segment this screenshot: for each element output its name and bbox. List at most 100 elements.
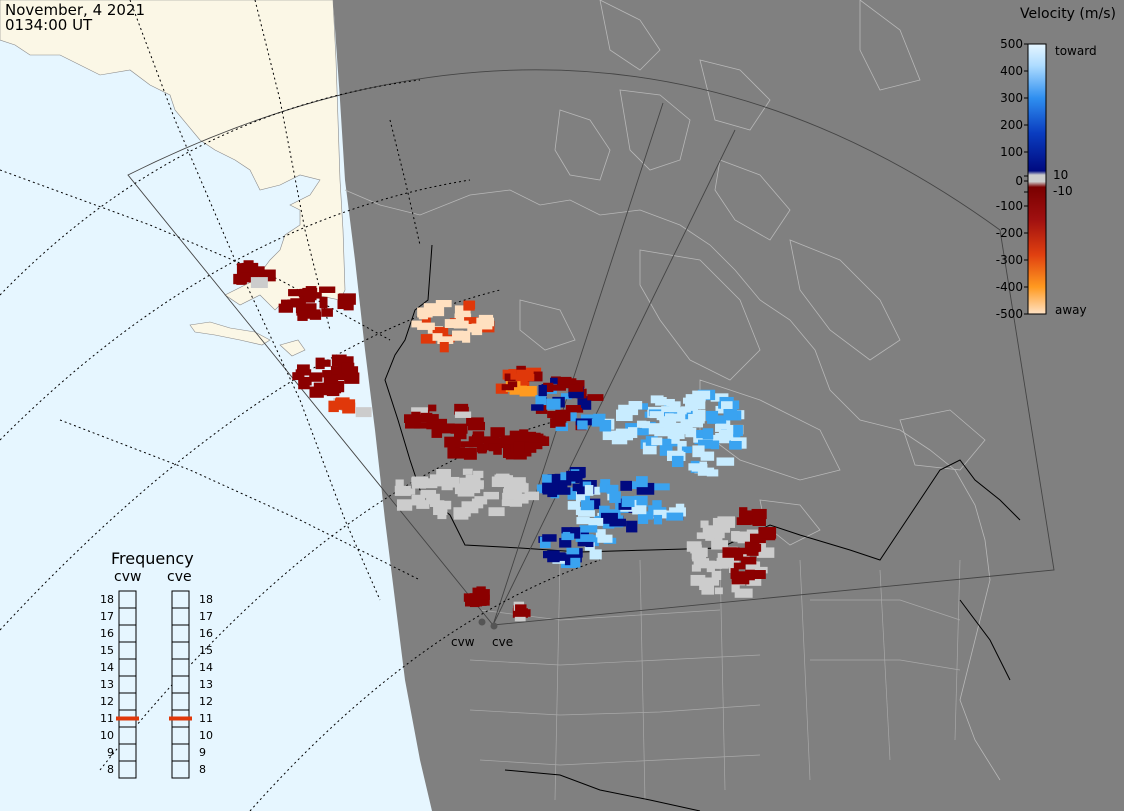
- velocity-cell: [642, 442, 657, 455]
- frequency-level-label-left: 8: [107, 763, 114, 776]
- velocity-cell: [524, 491, 540, 501]
- velocity-cell: [636, 482, 655, 495]
- velocity-cell: [671, 455, 684, 468]
- velocity-cell: [502, 435, 515, 445]
- frequency-cell: [118, 590, 137, 609]
- velocity-cell: [690, 544, 702, 554]
- velocity-cell: [521, 374, 535, 381]
- velocity-cell: [280, 299, 293, 310]
- velocity-cell: [651, 437, 663, 446]
- velocity-cell: [454, 403, 469, 415]
- velocity-cell: [437, 511, 447, 520]
- velocity-cell: [693, 436, 709, 443]
- velocity-cell: [450, 423, 468, 434]
- colorbar-tick-label: -500: [995, 307, 1023, 321]
- frequency-panels: [116, 590, 192, 779]
- velocity-cell: [566, 470, 583, 482]
- velocity-cell: [595, 529, 606, 538]
- velocity-cell: [602, 430, 621, 441]
- velocity-cell: [547, 410, 564, 419]
- velocity-cell: [509, 387, 520, 395]
- velocity-cell: [741, 556, 757, 565]
- velocity-cell: [463, 447, 477, 460]
- velocity-cell: [429, 474, 448, 487]
- frequency-level-label-left: 17: [100, 610, 114, 623]
- velocity-cell: [561, 533, 575, 541]
- frequency-level-label-right: 17: [199, 610, 213, 623]
- velocity-colorbar: [1027, 43, 1047, 315]
- velocity-cell: [479, 589, 490, 600]
- velocity-cell: [693, 558, 710, 569]
- velocity-cell: [700, 520, 709, 528]
- velocity-cell: [335, 380, 345, 393]
- velocity-cell: [580, 414, 594, 423]
- velocity-cell: [542, 534, 557, 542]
- velocity-cell: [241, 272, 259, 283]
- velocity-cell: [454, 411, 472, 418]
- velocity-cell: [575, 491, 586, 502]
- frequency-level-label-left: 16: [100, 627, 114, 640]
- velocity-cell: [503, 483, 514, 492]
- velocity-cell: [559, 537, 572, 548]
- velocity-cell: [734, 588, 753, 598]
- frequency-cell: [118, 607, 137, 626]
- velocity-cell: [689, 420, 704, 428]
- velocity-cell: [288, 289, 306, 297]
- velocity-cell: [745, 569, 755, 581]
- velocity-cell: [476, 444, 488, 453]
- velocity-cell: [600, 512, 618, 524]
- velocity-cell: [669, 401, 681, 413]
- frequency-marker: [169, 716, 192, 721]
- velocity-cell: [483, 491, 499, 500]
- velocity-cell: [309, 372, 323, 382]
- velocity-cell: [501, 384, 515, 391]
- velocity-cell: [652, 500, 662, 510]
- velocity-cell: [701, 577, 715, 584]
- frequency-cell: [171, 607, 190, 626]
- velocity-cell: [711, 538, 721, 550]
- peninsula-land: [189, 321, 271, 346]
- velocity-cell: [547, 550, 560, 563]
- radar-label-cvw: cvw: [451, 635, 475, 649]
- frequency-level-label-left: 13: [100, 678, 114, 691]
- velocity-cell: [588, 517, 604, 526]
- velocity-cell: [692, 445, 705, 458]
- frequency-cell: [171, 675, 190, 694]
- velocity-cell: [474, 496, 488, 505]
- velocity-cell: [733, 425, 743, 437]
- velocity-cell: [405, 419, 421, 429]
- velocity-cell: [330, 366, 341, 376]
- frequency-radar-cve: cve: [167, 569, 192, 585]
- velocity-cell: [472, 431, 485, 440]
- velocity-cell: [618, 404, 633, 414]
- velocity-cell: [501, 499, 515, 507]
- frequency-cell: [118, 624, 137, 643]
- velocity-cell: [452, 330, 464, 341]
- velocity-cell: [659, 444, 673, 456]
- velocity-cell: [716, 420, 731, 430]
- radar-site-marker: [478, 618, 486, 626]
- velocity-cell: [685, 427, 697, 438]
- velocity-cell: [454, 483, 467, 495]
- frequency-cell: [171, 760, 190, 779]
- velocity-cell: [515, 377, 530, 388]
- velocity-cell: [758, 527, 777, 539]
- velocity-cell: [292, 372, 305, 381]
- velocity-cell: [236, 277, 246, 285]
- velocity-cell: [296, 364, 310, 372]
- velocity-cell: [681, 446, 692, 454]
- colorbar-tick-label: 10: [1053, 168, 1069, 182]
- velocity-cell: [465, 474, 481, 482]
- velocity-cell: [627, 427, 638, 438]
- velocity-cell: [637, 514, 649, 524]
- frequency-cell: [171, 590, 190, 609]
- velocity-cell: [309, 386, 324, 398]
- velocity-cell: [413, 422, 432, 429]
- velocity-cell: [599, 505, 610, 517]
- velocity-cell: [576, 517, 590, 525]
- velocity-cell: [666, 450, 684, 461]
- frequency-level-label-left: 9: [107, 746, 114, 759]
- velocity-cell: [620, 480, 633, 491]
- velocity-cell: [529, 435, 546, 446]
- velocity-cell: [432, 327, 449, 336]
